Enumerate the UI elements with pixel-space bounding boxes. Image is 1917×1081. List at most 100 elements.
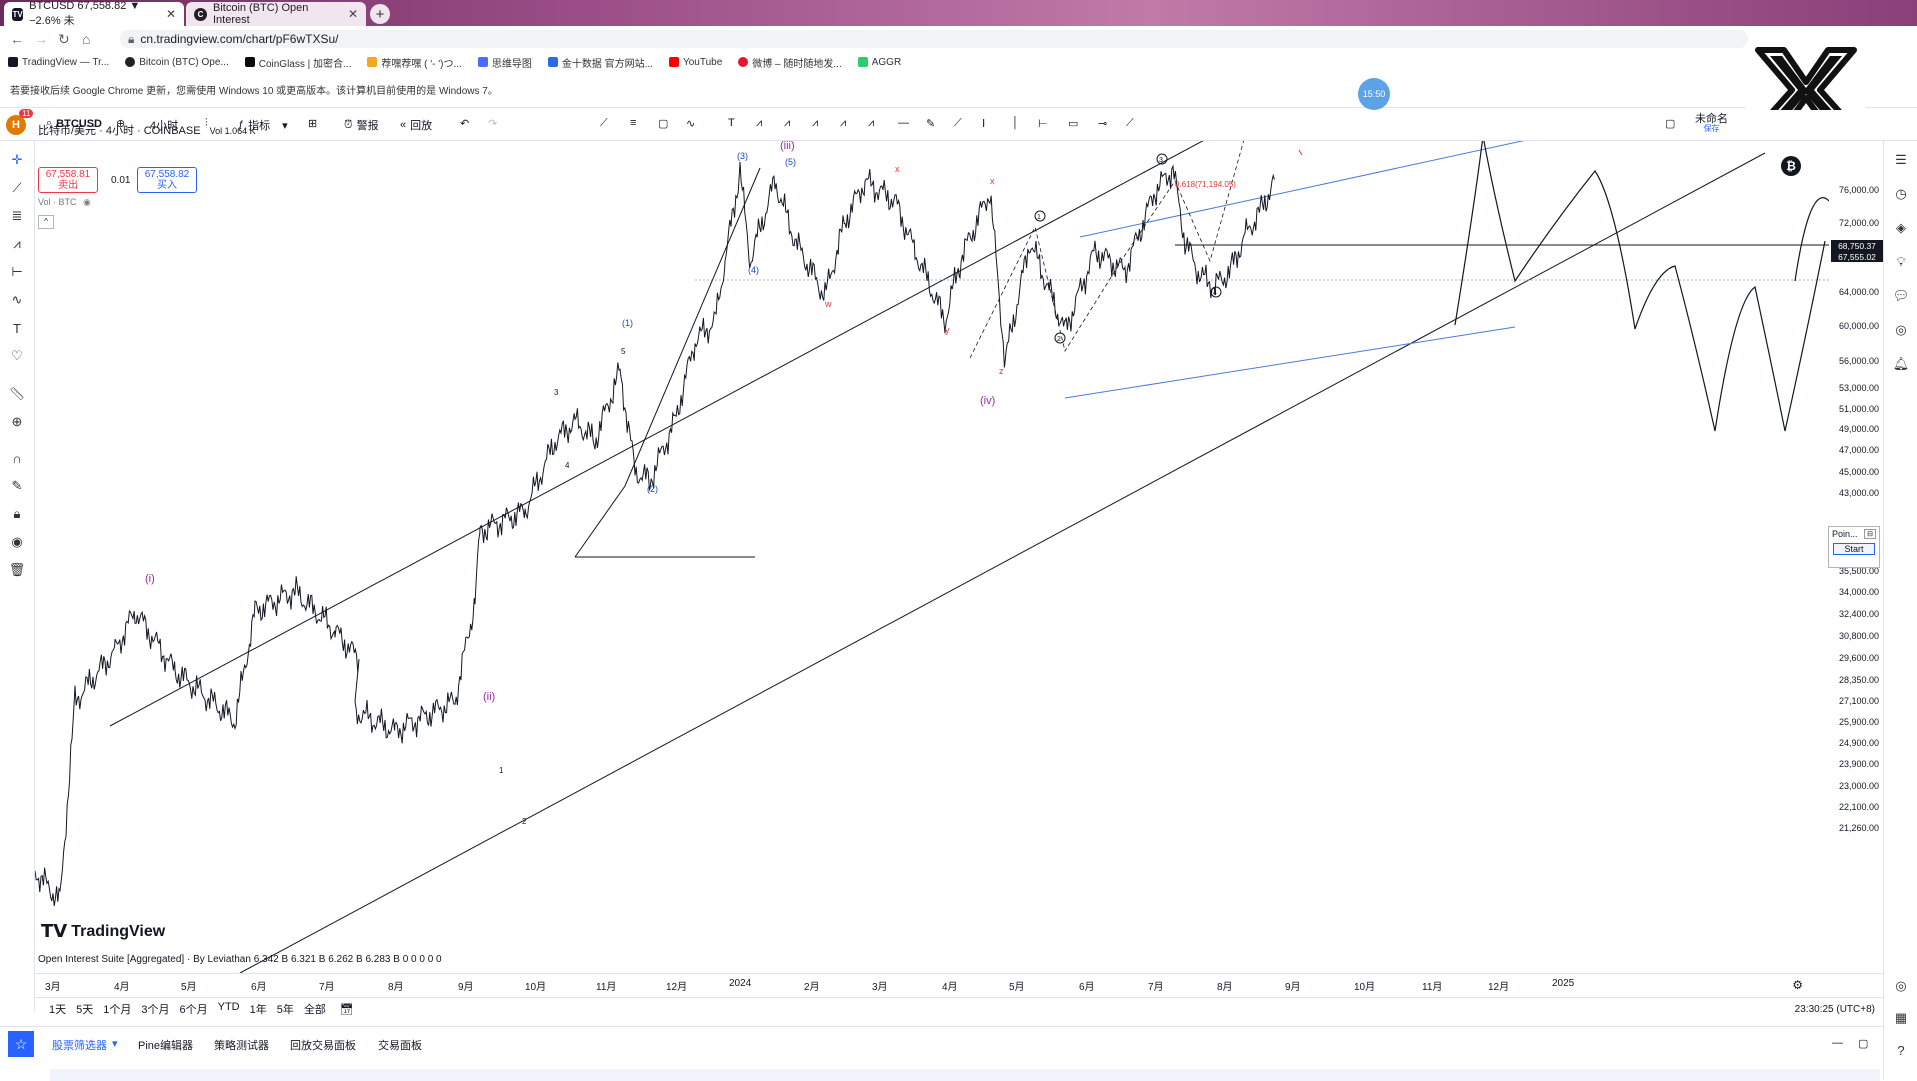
layers-icon[interactable]: ◈ — [1896, 220, 1906, 235]
wave-label-blue[interactable]: (5) — [785, 157, 796, 167]
help-icon[interactable]: ? — [1897, 1042, 1905, 1058]
minimize-icon[interactable]: — — [1832, 1037, 1843, 1049]
magnet-icon[interactable]: ∩ — [12, 450, 22, 466]
clock-icon[interactable]: ◷ — [1895, 186, 1907, 201]
close-icon[interactable]: ✕ — [347, 7, 358, 21]
tab-btcusd[interactable]: TV BTCUSD 67,558.82 ▼ −2.6% 未 ✕ — [4, 0, 184, 27]
home-icon[interactable]: ⌂ — [82, 31, 91, 47]
range-button[interactable]: 1年 — [249, 1004, 267, 1016]
wave-label-purple[interactable]: (iv) — [980, 395, 995, 407]
price-chart[interactable]: (1) (2) (3) (4) (5) (i) (ii) (iv) (iii) … — [34, 115, 1830, 974]
wave-label-red[interactable]: w — [824, 299, 832, 309]
wave-label-red[interactable]: y — [945, 325, 950, 335]
drawing-text-icon[interactable]: T — [728, 117, 735, 129]
tab-screener[interactable]: 股票筛选器 — [52, 1040, 107, 1052]
timezone-clock[interactable]: 23:30:25 (UTC+8) — [1794, 1003, 1875, 1015]
range-button[interactable]: 全部 — [303, 1004, 326, 1016]
range-button[interactable]: 1个月 — [103, 1004, 132, 1016]
wave-label-purple[interactable]: (ii) — [483, 691, 495, 703]
point-widget[interactable]: Poin... ⊟ Start — [1828, 526, 1880, 568]
wave-label-purple[interactable]: (i) — [145, 573, 155, 585]
drawing-lines-icon[interactable]: ≡ — [630, 117, 637, 129]
bookmark-item[interactable]: TradingView — Tr... — [8, 57, 109, 68]
target-icon[interactable]: ◎ — [1895, 978, 1907, 993]
tab-strategy-tester[interactable]: 策略测试器 — [214, 1040, 269, 1052]
tab-pine-editor[interactable]: Pine编辑器 — [138, 1040, 194, 1052]
crosshair-icon[interactable]: ✛ — [11, 152, 23, 167]
price-series[interactable] — [34, 161, 1275, 907]
layouts-button[interactable]: ⊞ — [308, 117, 317, 130]
bookmark-item[interactable]: 荐嘿荐嘿 ( '- ')つ... — [367, 55, 462, 70]
wave-label-blue[interactable]: (2) — [647, 484, 658, 494]
trash-icon[interactable]: 🗑︎ — [8, 562, 26, 577]
close-icon[interactable]: ✕ — [165, 7, 176, 21]
undo-button[interactable]: ↶ — [460, 117, 469, 130]
drawing-rect-icon[interactable]: ▢ — [658, 118, 669, 130]
circled-wave-label[interactable]: 3 — [1156, 153, 1168, 165]
bookmark-item[interactable]: 思维导图 — [477, 55, 532, 70]
vertical-line-icon[interactable]: │ — [1012, 117, 1019, 129]
chart-type-button[interactable]: ⫶ — [205, 117, 208, 130]
fib-icon[interactable]: ≣ — [11, 208, 23, 223]
chat-icon[interactable]: 💬︎ — [1892, 288, 1910, 303]
elliott-double-icon[interactable]: ⩘ — [840, 117, 847, 129]
vertical-text-icon[interactable]: Ⅰ — [982, 118, 986, 130]
zoom-in-icon[interactable]: ⊕ — [11, 414, 23, 429]
wave-label-blue[interactable]: (4) — [748, 265, 759, 275]
channel-upper-line[interactable] — [109, 136, 1211, 727]
range-button[interactable]: 3个月 — [141, 1004, 170, 1016]
wave-label-red[interactable]: z — [999, 366, 1004, 376]
indicator-legend[interactable]: Open Interest Suite [Aggregated] · By Le… — [38, 954, 442, 965]
channel-lower-line[interactable] — [239, 152, 1766, 974]
line-tool-icon[interactable]: ⟋ — [1126, 117, 1134, 129]
replay-button[interactable]: « 回放 — [400, 117, 432, 133]
buy-price-box[interactable]: 67,558.82 买入 — [137, 167, 197, 193]
range-button[interactable]: 5天 — [76, 1004, 94, 1016]
bookmark-item[interactable]: YouTube — [668, 57, 722, 68]
wave-label-red[interactable]: x — [895, 164, 900, 174]
indicators-button[interactable]: ƒ 指标 ▾ — [238, 117, 288, 133]
drawing-path-icon[interactable]: ∿ — [686, 118, 696, 130]
wave-label-black[interactable]: 2 — [522, 817, 527, 826]
close-icon[interactable]: ⊟ — [1864, 529, 1876, 539]
symbol-legend[interactable]: 比特币/美元 · 4小时 · COINBASE Vol 1.064 K — [38, 122, 256, 138]
swing-dashed-line[interactable] — [969, 135, 1246, 359]
circled-wave-label[interactable]: 4 — [1210, 286, 1222, 298]
watchlist-icon[interactable]: ☰ — [1895, 152, 1907, 167]
tab-replay-panel[interactable]: 回放交易面板 — [290, 1040, 356, 1052]
bookmark-item[interactable]: 金十数据 官方网站... — [547, 55, 653, 70]
reload-icon[interactable]: ↻ — [58, 31, 70, 47]
wave-label-purple[interactable]: (iii) — [780, 140, 795, 152]
layout-name-button[interactable]: 未命名 保存 — [1695, 114, 1728, 134]
measure-icon[interactable]: ⊸ — [1098, 118, 1108, 130]
range-button[interactable]: 1天 — [49, 1004, 67, 1016]
ruler-icon[interactable]: 📏︎ — [8, 386, 26, 401]
trendline-icon[interactable]: ⟋ — [12, 180, 22, 195]
wave-label-black[interactable]: 1 — [499, 766, 504, 775]
range-button[interactable]: YTD — [217, 1001, 240, 1013]
pattern-icon[interactable]: ⩘ — [13, 236, 21, 251]
new-tab-button[interactable]: + — [370, 4, 390, 24]
chart-pane[interactable]: (1) (2) (3) (4) (5) (i) (ii) (iv) (iii) … — [34, 115, 1830, 974]
circled-wave-label[interactable]: 2 — [1054, 332, 1066, 344]
bookmark-item[interactable]: 微博 – 随时随地发... — [738, 55, 842, 70]
elliott-triangle-icon[interactable]: ⩘ — [812, 117, 819, 129]
eye-icon[interactable]: ◉ — [83, 197, 91, 207]
chevron-down-icon[interactable]: ▾ — [112, 1038, 118, 1050]
blue-upper-line[interactable] — [1079, 135, 1546, 238]
range-button[interactable]: 5年 — [276, 1004, 294, 1016]
start-button[interactable]: Start — [1833, 543, 1875, 555]
time-axis[interactable]: ⚙ 3月 4月 5月 6月 7月 8月 9月 10月 11月 12月 2024 2月 3月 4月 5月 6月 7… — [35, 973, 1883, 994]
ray-icon[interactable]: ⟋ — [954, 117, 962, 129]
projection-icon[interactable]: ⊢ — [11, 264, 23, 279]
elliott-abc-icon[interactable]: ⩘ — [784, 117, 791, 129]
fib-label[interactable]: 0.618(71,194.05) — [1175, 180, 1236, 189]
tab-open-interest[interactable]: C Bitcoin (BTC) Open Interest ✕ — [186, 2, 366, 26]
volume-legend[interactable]: Vol · BTC ◉ — [38, 197, 91, 208]
collapse-legend-icon[interactable]: ^ — [38, 215, 54, 229]
bookmark-item[interactable]: AGGR — [857, 57, 901, 68]
price-axis[interactable]: 76,000.00 72,000.00 64,000.00 60,000.00 56,0… — [1829, 141, 1883, 973]
calendar-icon[interactable]: ▦ — [1894, 1010, 1908, 1025]
settings-gear-icon[interactable]: ⚙ — [1792, 978, 1803, 992]
fullscreen-icon[interactable]: ▢ — [1665, 118, 1676, 130]
